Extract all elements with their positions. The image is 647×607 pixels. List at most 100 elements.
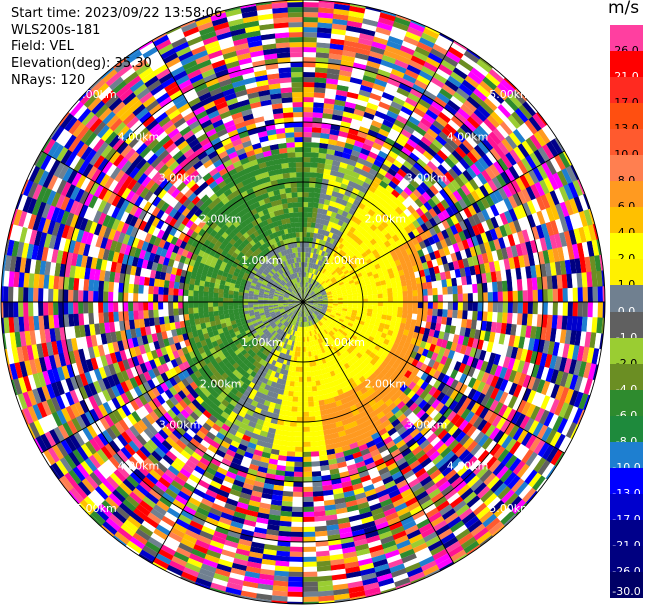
radar-gate: [471, 235, 480, 247]
radar-gate: [347, 294, 353, 298]
radar-gate: [445, 206, 455, 218]
radar-gate: [487, 302, 493, 313]
radar-gate: [457, 293, 463, 303]
radar-gate: [353, 229, 360, 236]
radar-gate: [344, 281, 350, 286]
radar-gate: [380, 96, 393, 106]
radar-gate: [410, 278, 417, 285]
radar-gate: [387, 213, 397, 222]
radar-gate: [353, 166, 363, 175]
radar-gate: [423, 201, 433, 212]
radar-gate: [455, 161, 467, 174]
radar-gate: [401, 146, 412, 157]
radar-gate: [551, 275, 558, 290]
radar-gate: [331, 289, 337, 293]
radar-gate: [481, 220, 490, 233]
radar-gate: [376, 21, 394, 32]
radar-gate: [294, 461, 303, 467]
radar-gate: [392, 63, 408, 74]
radar-gate: [391, 189, 401, 199]
radar-gate: [284, 471, 295, 477]
radar-gate: [449, 269, 457, 279]
radar-gate: [353, 242, 360, 250]
radar-gate: [312, 299, 318, 301]
radar-gate: [323, 276, 328, 281]
radar-gate: [523, 172, 535, 187]
radar-gate: [485, 166, 497, 180]
radar-gate: [450, 134, 463, 147]
radar-gate: [457, 241, 465, 252]
radar-gate: [531, 212, 541, 227]
radar-gate: [541, 208, 551, 224]
radar-gate: [386, 205, 396, 214]
radar-gate: [402, 101, 416, 112]
radar-gate: [383, 209, 392, 218]
radar-gate: [402, 268, 410, 275]
radar-gate: [334, 259, 340, 265]
radar-gate: [457, 107, 471, 121]
radar-gate: [337, 293, 343, 297]
radar-gate: [308, 283, 312, 289]
radar-gate: [381, 284, 387, 290]
radar-gate: [314, 227, 319, 234]
radar-gate: [328, 282, 334, 288]
radar-gate: [325, 189, 333, 196]
radar-gate: [383, 50, 399, 60]
radar-gate: [583, 225, 592, 243]
radar-gate: [313, 500, 325, 507]
radar-gate: [309, 232, 315, 238]
radar-gate: [502, 184, 513, 198]
radar-gate: [408, 59, 424, 71]
radar-gate: [527, 214, 537, 229]
radar-gate: [347, 277, 354, 282]
radar-gate: [315, 264, 320, 271]
radar-gate: [307, 386, 313, 392]
radar-gate: [329, 275, 335, 280]
radar-gate: [292, 496, 303, 502]
radar-gate: [493, 238, 502, 251]
radar-gate: [294, 376, 300, 382]
radar-gate: [572, 180, 584, 197]
radar-gate: [422, 150, 434, 162]
radar-gate: [578, 194, 589, 212]
radar-gate: [556, 274, 563, 290]
radar-gate: [550, 205, 560, 221]
radar-gate: [377, 150, 389, 160]
radar-gate: [345, 137, 356, 146]
radar-gate: [546, 141, 559, 158]
radar-gate: [460, 103, 474, 117]
radar-gate: [293, 381, 299, 387]
radar-gate: [326, 148, 336, 156]
radar-gate: [440, 59, 456, 72]
radar-gate: [424, 210, 434, 221]
radar-gate: [562, 288, 568, 303]
radar-gate: [433, 72, 448, 85]
radar-gate: [557, 288, 563, 303]
radar-gate: [397, 307, 403, 313]
radar-gate: [366, 172, 376, 181]
radar-gate: [352, 249, 359, 256]
radar-gate: [303, 102, 314, 108]
radar-gate: [294, 446, 303, 452]
radar-gate: [341, 267, 348, 273]
radar-gate: [321, 209, 328, 216]
radar-gate: [302, 391, 308, 397]
radar-gate: [439, 271, 447, 281]
radar-gate: [310, 441, 319, 447]
radar-gate: [303, 67, 316, 73]
radar-gate: [462, 139, 475, 152]
radar-gate: [351, 255, 358, 262]
radar-gate: [421, 247, 430, 256]
radar-gate: [349, 154, 359, 163]
radar-gate: [309, 431, 318, 437]
radar-gate: [374, 137, 385, 147]
radar-gate: [382, 176, 392, 185]
radar-gate: [366, 241, 374, 249]
radar-gate: [457, 259, 465, 269]
radar-gate: [367, 252, 375, 259]
radar-gate: [416, 216, 425, 226]
radar-gate: [320, 250, 326, 257]
radar-gate: [388, 193, 397, 202]
radar-gate: [536, 111, 548, 127]
radar-gate: [540, 194, 551, 210]
